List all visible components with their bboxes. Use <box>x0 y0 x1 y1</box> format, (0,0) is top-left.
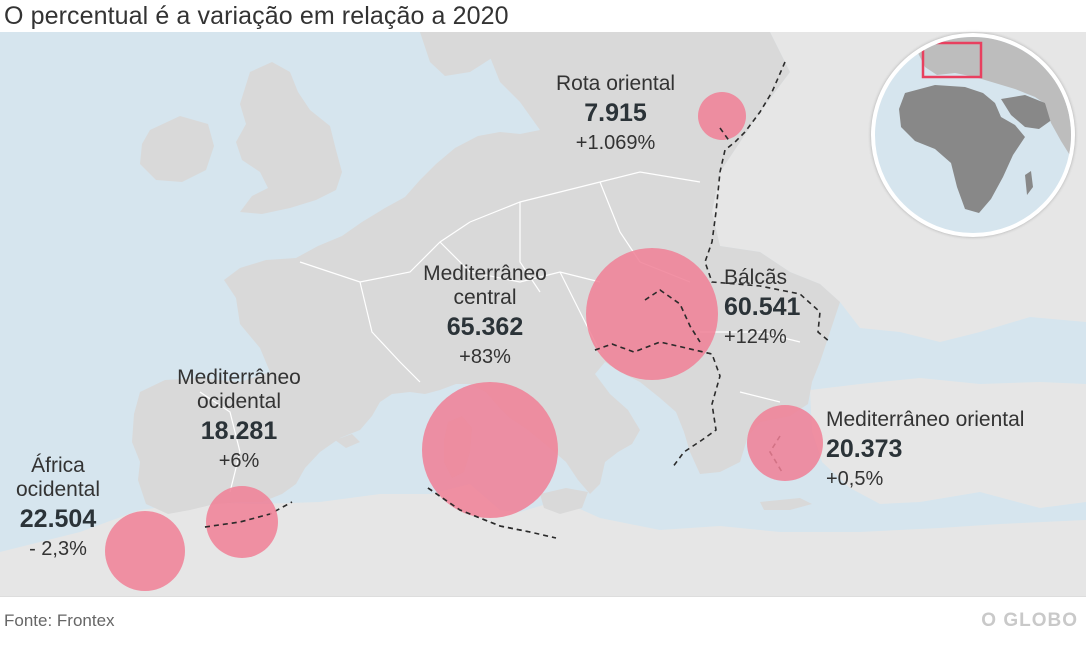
globe-madagascar <box>1025 171 1033 195</box>
great-britain-land <box>236 62 342 214</box>
route-value: 60.541 <box>724 293 801 322</box>
map-subtitle: O percentual é a variação em relação a 2… <box>4 2 509 30</box>
route-bubbles <box>105 92 823 591</box>
globe-map <box>899 37 1071 213</box>
bubble-rota-oriental <box>698 92 746 140</box>
label-rota-oriental: Rota oriental 7.915 +1.069% <box>556 72 675 155</box>
route-value: 7.915 <box>584 99 647 128</box>
crete-land <box>760 498 812 510</box>
route-name: Rota oriental <box>556 72 676 95</box>
route-value: 22.504 <box>19 505 97 534</box>
route-name-line1: Mediterrâneo <box>177 366 301 389</box>
publisher-logo: O GLOBO <box>981 610 1078 631</box>
sicily-land <box>540 488 588 514</box>
bubble-med-central <box>422 382 558 518</box>
ireland-land <box>140 116 214 182</box>
route-name-line2: ocidental <box>15 478 101 502</box>
country-borders <box>199 171 801 493</box>
route-name-line1: África <box>31 454 85 477</box>
turkey-land <box>810 378 1086 508</box>
locator-globe <box>871 33 1075 237</box>
route-name: Mediterrâneo oriental <box>826 408 1025 431</box>
route-name-line2: ocidental <box>196 390 282 414</box>
europe-land <box>132 32 840 514</box>
route-name: Bálcãs <box>724 266 788 289</box>
route-change: +6% <box>218 450 260 473</box>
locator-highlight-box <box>921 41 983 79</box>
route-change: +0,5% <box>826 467 884 490</box>
globe-asia <box>1025 73 1071 157</box>
label-med-ocidental: Mediterrâneo ocidental 18.281 +6% <box>164 366 314 473</box>
label-med-oriental: Mediterrâneo oriental 20.373 +0,5% <box>826 408 1024 491</box>
route-value: 20.373 <box>826 435 903 464</box>
globe-europe <box>915 37 1071 117</box>
label-balcas: Bálcãs 60.541 +124% <box>724 266 800 349</box>
route-value: 18.281 <box>200 417 278 446</box>
route-value: 65.362 <box>446 313 524 342</box>
label-africa-ocidental: África ocidental 22.504 - 2,3% <box>8 454 108 561</box>
route-change: +83% <box>459 346 511 369</box>
bubble-africa-ocidental <box>105 511 185 591</box>
route-change: +1.069% <box>575 131 656 154</box>
globe-africa <box>899 85 1025 213</box>
bubble-balcas <box>586 248 718 380</box>
scandinavia-land <box>420 32 500 76</box>
route-change: - 2,3% <box>29 538 87 561</box>
map-footer: Fonte: Frontex O GLOBO <box>0 596 1086 653</box>
label-med-central: Mediterrâneo central 65.362 +83% <box>410 262 560 369</box>
source-credit: Fonte: Frontex <box>4 611 115 630</box>
globe-arabia <box>1001 95 1053 129</box>
bubble-med-oriental <box>747 405 823 481</box>
balearic-land <box>335 434 360 448</box>
route-name-line1: Mediterrâneo <box>423 262 547 285</box>
route-boundaries-overlay <box>204 127 731 533</box>
route-change: +124% <box>724 325 787 348</box>
route-name-line2: central <box>453 286 517 310</box>
